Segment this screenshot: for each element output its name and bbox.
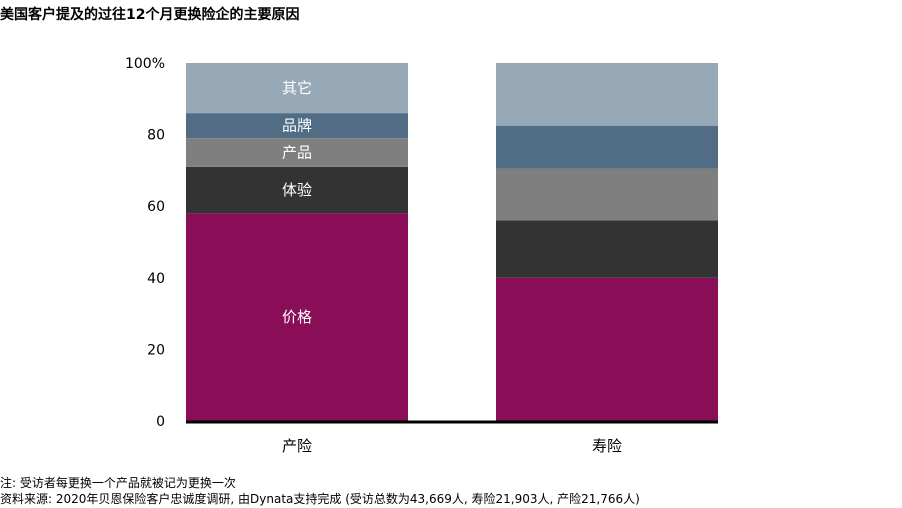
y-tick-label: 60 [147, 199, 165, 215]
bar-segment [496, 220, 718, 278]
segment-label: 其它 [282, 79, 312, 97]
bar-segment [186, 138, 408, 167]
footnote-source: 资料来源: 2020年贝恩保险客户忠诚度调研, 由Dynata支持完成 (受访总… [0, 492, 640, 506]
y-tick-label: 0 [156, 414, 165, 430]
y-axis-ticks: 0 20 40 60 80 100% [125, 56, 165, 430]
bar-segment [186, 113, 408, 139]
x-category-label: 寿险 [592, 437, 622, 455]
x-axis-labels: 产险 寿险 [282, 437, 622, 455]
bar-segment [496, 277, 718, 421]
segment-label: 价格 [282, 308, 312, 326]
bar-segment [496, 125, 718, 169]
bar-segment [496, 168, 718, 221]
bar-segment [186, 166, 408, 214]
bar-segment [496, 63, 718, 126]
segment-labels: 价格 体验 产品 品牌 其它 [282, 79, 312, 326]
y-tick-label: 100% [125, 56, 165, 72]
y-tick-label: 40 [147, 271, 165, 287]
bars [186, 63, 718, 424]
chart-title: 美国客户提及的过往12个月更换险企的主要原因 [0, 7, 300, 23]
bar-segment [186, 213, 408, 421]
footnote-note: 注: 受访者每更换一个产品就被记为更换一次 [0, 476, 236, 490]
stacked-bar-chart: 0 20 40 60 80 100% 价格 体验 产品 品牌 其它 产险 寿险 [125, 56, 718, 455]
segment-label: 品牌 [282, 117, 312, 135]
x-category-label: 产险 [282, 437, 312, 455]
y-tick-label: 20 [147, 342, 165, 358]
y-tick-label: 80 [147, 128, 165, 144]
segment-label: 体验 [282, 181, 312, 199]
bar-segment [186, 63, 408, 114]
segment-label: 产品 [282, 144, 312, 162]
